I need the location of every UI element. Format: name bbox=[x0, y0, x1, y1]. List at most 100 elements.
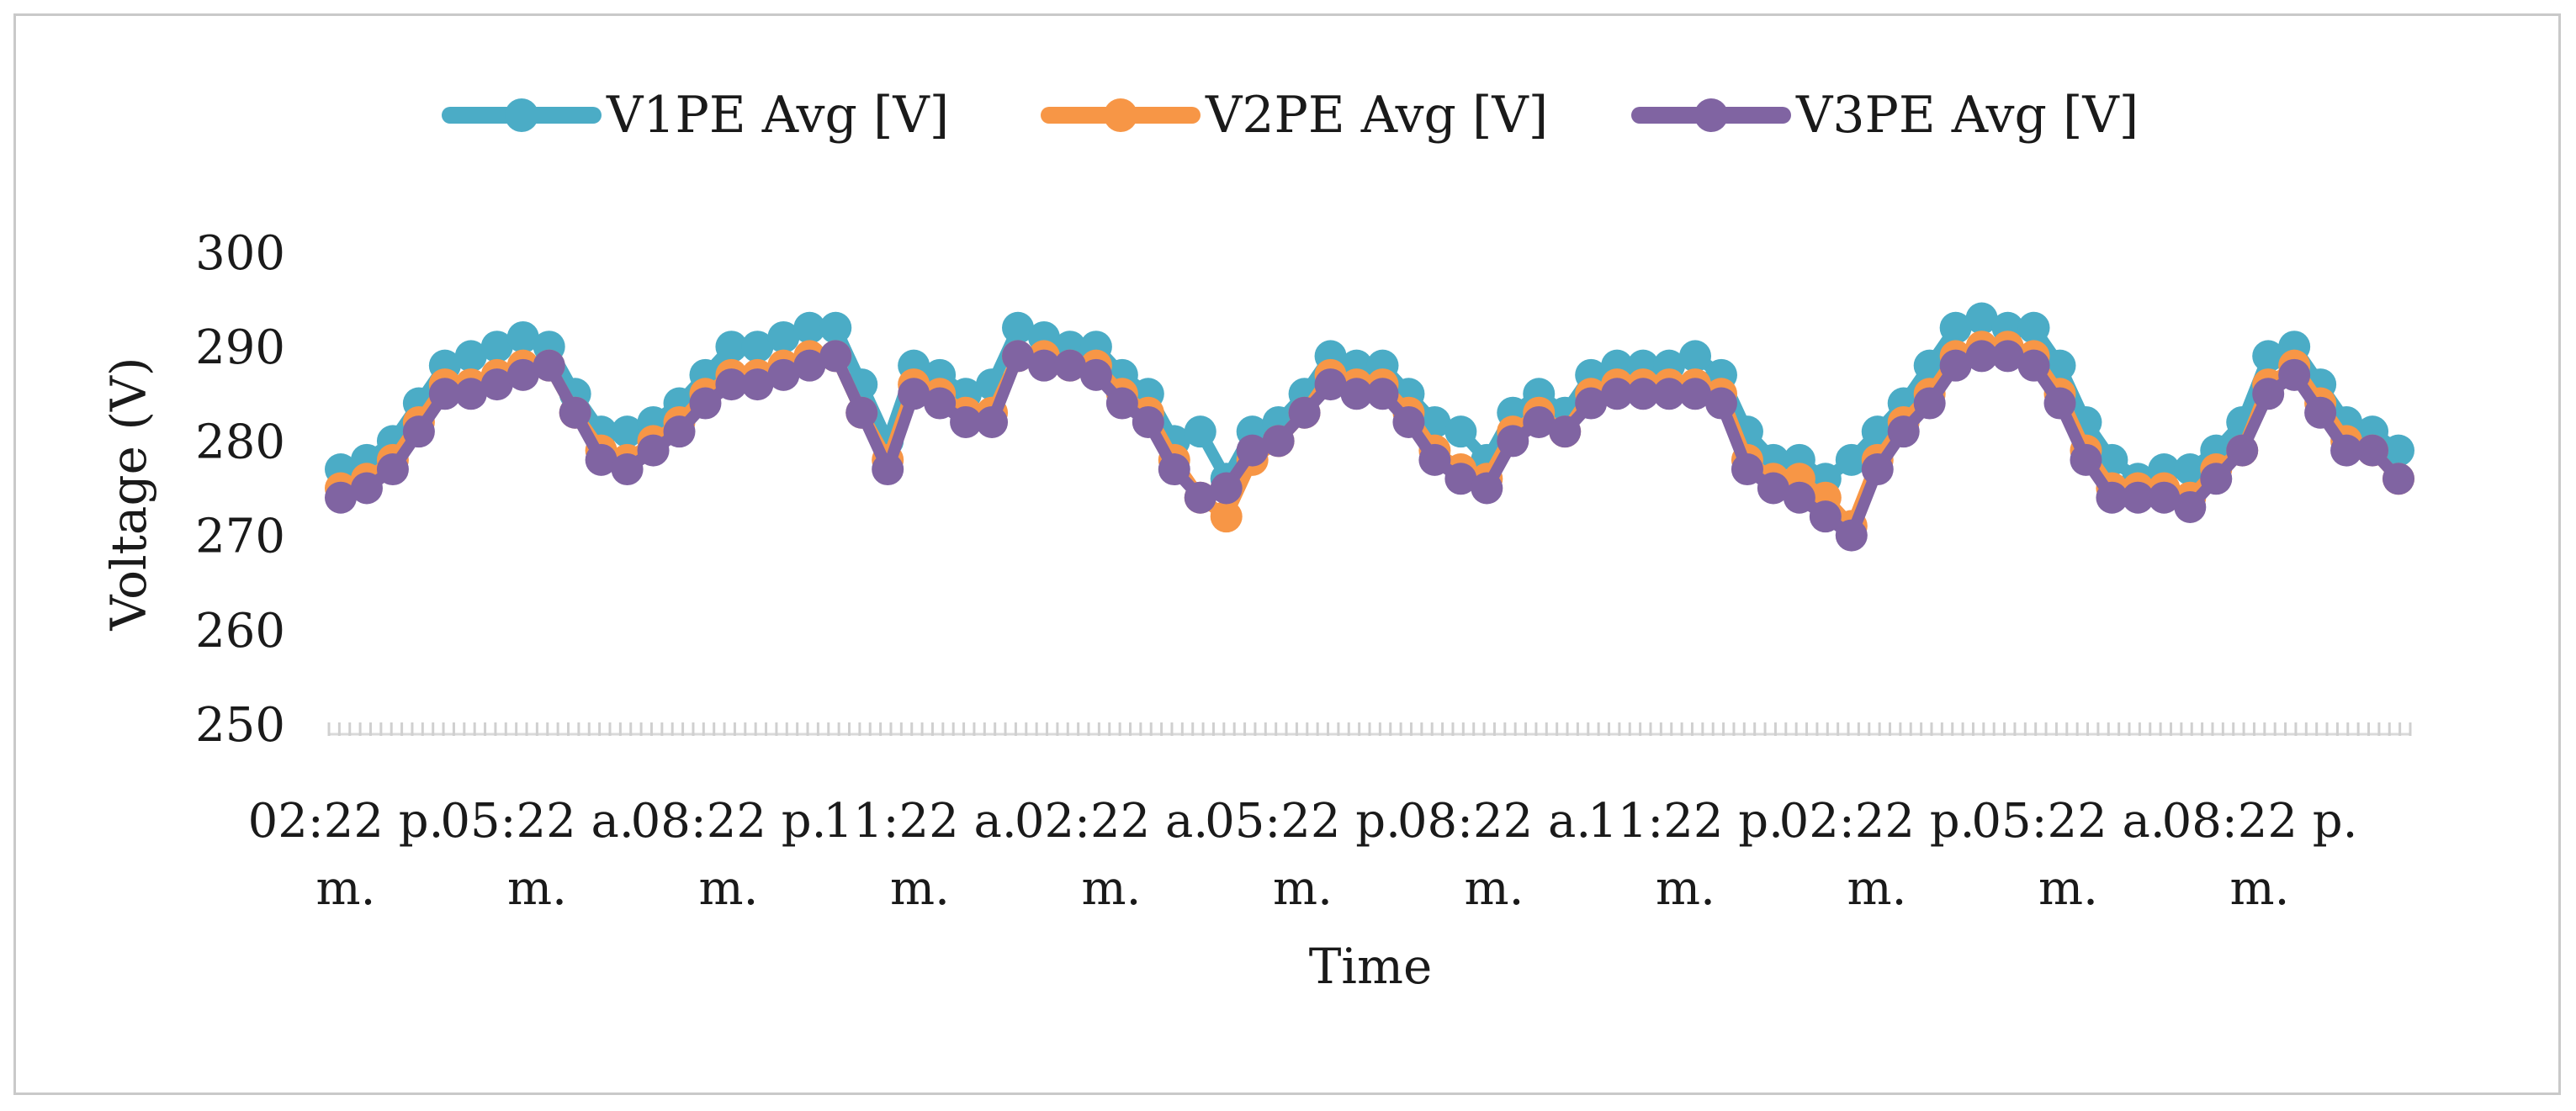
x-tick-label: 08:22 p. bbox=[631, 794, 827, 849]
data-point bbox=[1471, 472, 1503, 505]
legend-marker bbox=[1694, 98, 1728, 132]
data-point bbox=[1679, 340, 1712, 373]
x-tick-label-line2: m. bbox=[890, 861, 950, 916]
legend-label: V2PE Avg [V] bbox=[1205, 86, 1548, 145]
data-point bbox=[585, 443, 617, 476]
data-point bbox=[2017, 349, 2050, 382]
data-point bbox=[1939, 311, 1972, 344]
data-point bbox=[2122, 481, 2155, 514]
data-point bbox=[533, 349, 565, 382]
data-point bbox=[1939, 349, 1972, 382]
data-point bbox=[350, 472, 383, 505]
data-point bbox=[1210, 472, 1243, 505]
data-point bbox=[2304, 396, 2337, 429]
y-tick-label: 260 bbox=[195, 604, 285, 659]
data-point bbox=[1366, 378, 1399, 410]
data-point bbox=[924, 387, 957, 420]
series-3 bbox=[325, 340, 2414, 552]
data-point bbox=[1288, 396, 1321, 429]
data-point bbox=[1887, 415, 1920, 448]
series-layer bbox=[325, 302, 2414, 552]
data-point bbox=[1523, 405, 1556, 438]
data-point bbox=[454, 340, 487, 373]
data-point bbox=[715, 368, 748, 401]
data-point bbox=[1627, 378, 1660, 410]
data-point bbox=[559, 396, 591, 429]
data-point bbox=[1913, 387, 1946, 420]
data-point bbox=[376, 453, 409, 486]
data-point bbox=[1262, 425, 1295, 458]
data-point bbox=[1965, 302, 1998, 335]
legend-item-2: V2PE Avg [V] bbox=[1041, 86, 1548, 145]
x-axis-title: Time bbox=[1309, 938, 1433, 995]
data-point bbox=[2383, 434, 2414, 467]
x-tick-label-line2: m. bbox=[1082, 861, 1142, 916]
data-point bbox=[480, 331, 513, 363]
data-point bbox=[950, 405, 983, 438]
data-point bbox=[402, 415, 435, 448]
data-point bbox=[741, 368, 774, 401]
data-point bbox=[2070, 443, 2102, 476]
data-point bbox=[1653, 378, 1686, 410]
legend-item-1: V1PE Avg [V] bbox=[442, 86, 949, 145]
data-point bbox=[715, 331, 748, 363]
y-axis: 250 260 270 280 290 300 bbox=[195, 226, 285, 753]
data-point bbox=[1158, 453, 1190, 486]
y-tick-label: 250 bbox=[195, 698, 285, 753]
data-point bbox=[1679, 378, 1712, 410]
data-point bbox=[611, 415, 644, 448]
data-point bbox=[2252, 340, 2285, 373]
x-axis: 02:22 p. m. 05:22 a. m. 08:22 p. m. 11:22 a. m.… bbox=[248, 722, 2412, 916]
data-point bbox=[663, 415, 696, 448]
data-point bbox=[2383, 463, 2414, 495]
data-point bbox=[1809, 500, 1842, 533]
data-point bbox=[2096, 481, 2128, 514]
data-point bbox=[689, 387, 722, 420]
data-point bbox=[767, 358, 800, 391]
data-point bbox=[428, 378, 461, 410]
x-tick-label-line2: m. bbox=[2230, 861, 2290, 916]
data-point bbox=[819, 340, 852, 373]
legend-label: V3PE Avg [V] bbox=[1795, 86, 2139, 145]
legend-label: V1PE Avg [V] bbox=[606, 86, 949, 145]
x-tick-label: 08:22 a. bbox=[1397, 794, 1591, 849]
data-point bbox=[1053, 349, 1086, 382]
data-point bbox=[2330, 434, 2363, 467]
legend-marker bbox=[1104, 98, 1137, 132]
x-tick-label: 11:22 p. bbox=[1587, 794, 1784, 849]
data-point bbox=[1965, 340, 1998, 373]
data-point bbox=[2148, 481, 2181, 514]
y-tick-label: 280 bbox=[195, 415, 285, 469]
data-point bbox=[2200, 463, 2233, 495]
data-point bbox=[872, 453, 904, 486]
data-point bbox=[1575, 387, 1608, 420]
data-point bbox=[2252, 378, 2285, 410]
x-tick-label-line2: m. bbox=[699, 861, 759, 916]
data-point bbox=[1861, 453, 1894, 486]
x-tick-label: 05:22 p. bbox=[1205, 794, 1401, 849]
x-tick-label: 02:22 p. bbox=[248, 794, 444, 849]
x-tick-label: 11:22 a. bbox=[823, 794, 1016, 849]
x-tick-label-line2: m. bbox=[2038, 861, 2098, 916]
data-point bbox=[793, 311, 826, 344]
data-point bbox=[1210, 500, 1243, 533]
data-point bbox=[767, 320, 800, 353]
x-tick-label: 05:22 a. bbox=[1971, 794, 2165, 849]
data-point bbox=[637, 434, 670, 467]
y-tick-label: 270 bbox=[195, 510, 285, 564]
x-tick-label: 05:22 a. bbox=[440, 794, 633, 849]
data-point bbox=[1132, 405, 1164, 438]
data-point bbox=[1340, 378, 1373, 410]
x-tick-label: 02:22 a. bbox=[1015, 794, 1208, 849]
x-tick-label-line2: m. bbox=[316, 861, 376, 916]
data-point bbox=[1027, 349, 1060, 382]
data-point bbox=[1418, 443, 1451, 476]
data-point bbox=[1783, 481, 1815, 514]
data-point bbox=[1991, 340, 2024, 373]
data-point bbox=[1184, 415, 1216, 448]
data-point bbox=[2174, 453, 2207, 486]
x-tick-label-line2: m. bbox=[1847, 861, 1907, 916]
data-point bbox=[1392, 405, 1425, 438]
data-point bbox=[2226, 434, 2259, 467]
data-point bbox=[1184, 481, 1216, 514]
